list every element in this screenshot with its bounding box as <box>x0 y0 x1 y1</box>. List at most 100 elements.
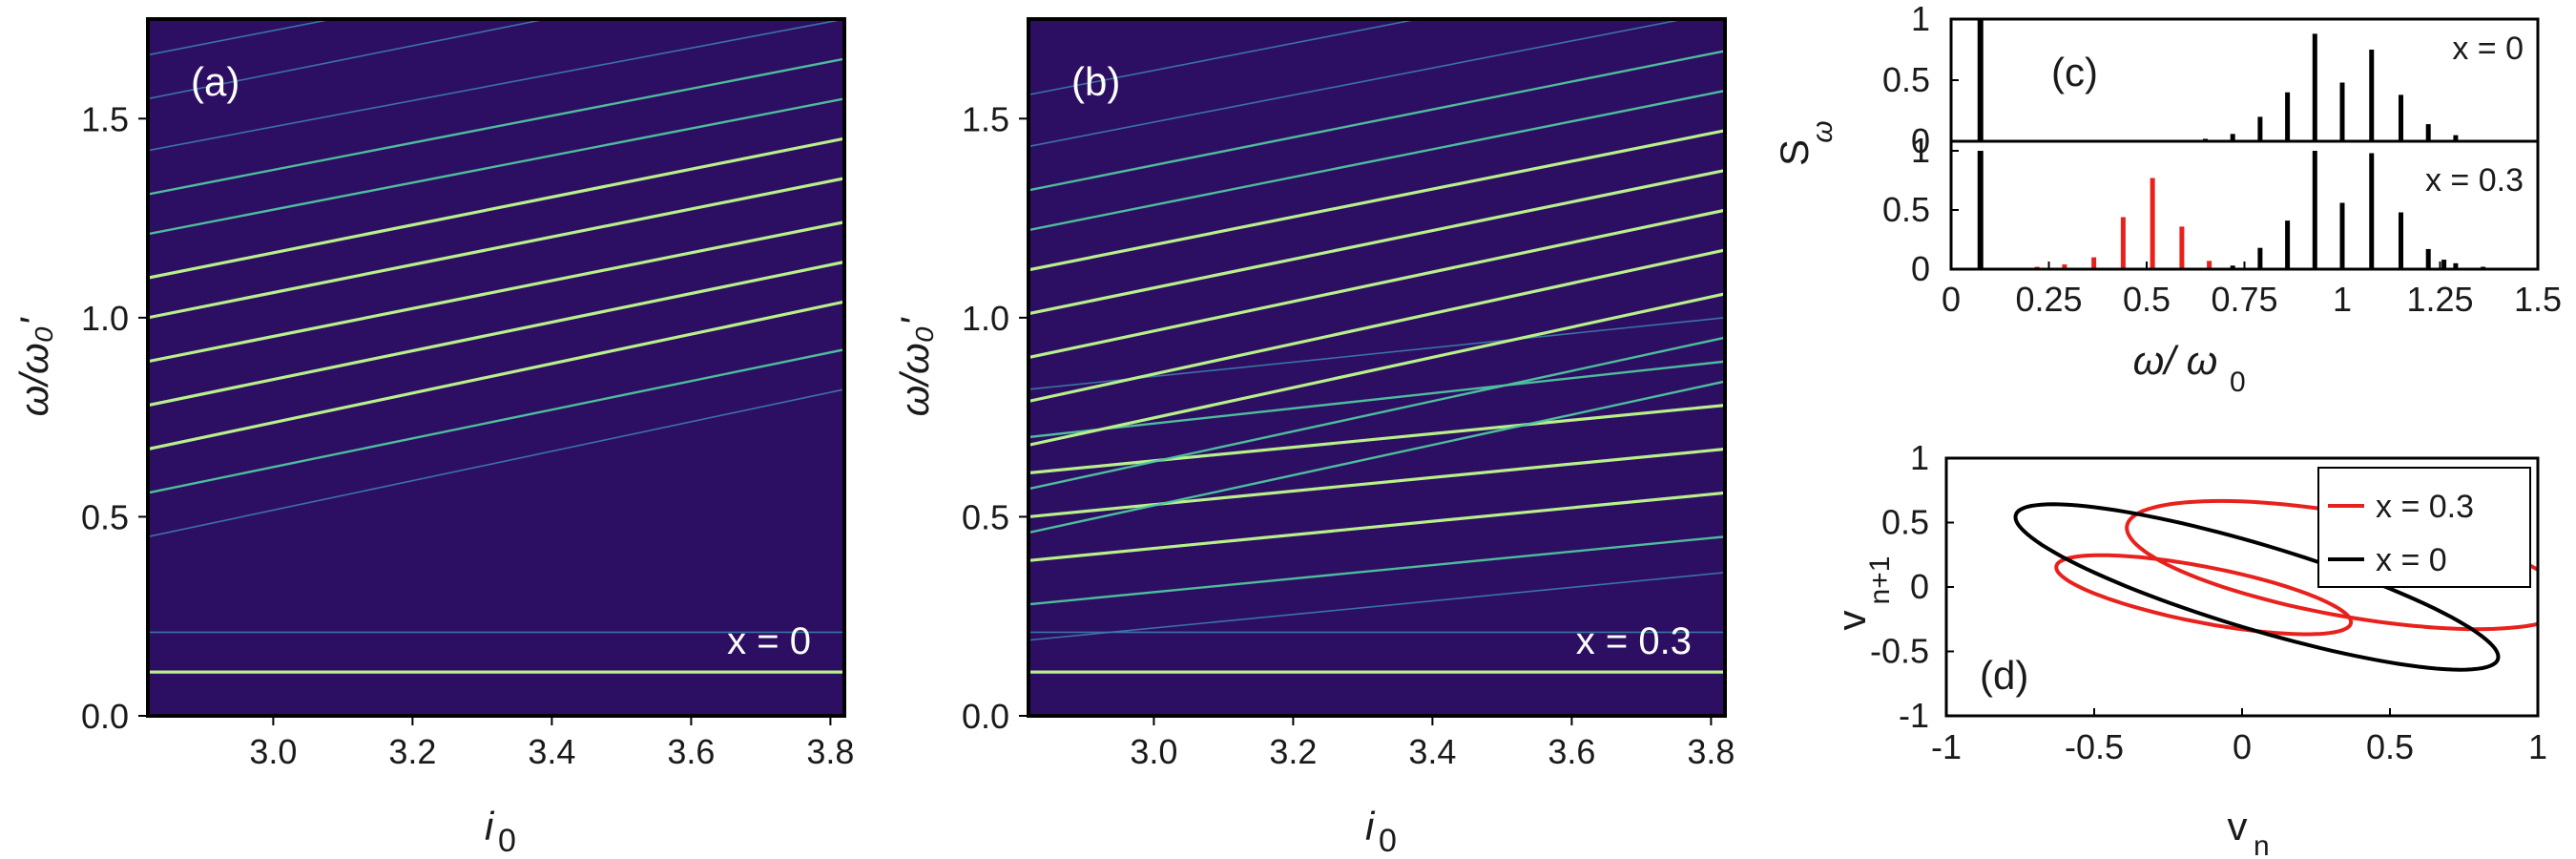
spectrum-subplot: 1 0.5 0 x = 0 <box>1882 0 2524 160</box>
heatmap-background <box>148 19 844 716</box>
x-tick-label: 3.2 <box>1269 732 1317 771</box>
y-tick-label: 1 <box>1911 0 1930 38</box>
spectral-line <box>1028 292 1725 447</box>
legend-label: x = 0.3 <box>2376 489 2474 525</box>
spectral-lines <box>1028 19 1725 674</box>
spectral-line <box>1028 535 1725 606</box>
spectral-line <box>1028 89 1725 232</box>
spectral-line <box>1028 380 1725 534</box>
x-axis-label-subscript: 0 <box>2230 367 2246 398</box>
panel-label: (d) <box>1980 653 2028 698</box>
return-map-curve <box>2013 502 2501 672</box>
panel-label: (b) <box>1071 59 1120 104</box>
y-tick-label: 1.0 <box>81 299 129 338</box>
y-tick-label: 1.5 <box>962 99 1009 138</box>
x-tick-label: 1 <box>2333 280 2352 319</box>
x-tick-label: 3.8 <box>1687 732 1735 771</box>
panel-b-heatmap: 3.0 3.2 3.4 3.6 3.8 0.0 0.5 1.0 1.5 i 0 ω/ω₀' (b) x =… <box>892 17 1735 859</box>
annotation: x = 0.3 <box>2425 162 2524 199</box>
y-tick-label: -0.5 <box>1870 632 1929 671</box>
spectral-line <box>148 57 844 196</box>
y-axis-label-subscript: n+1 <box>1864 556 1896 605</box>
x-axis-label-subscript: 0 <box>1379 823 1397 859</box>
x-axis-label-subscript: 0 <box>498 823 516 859</box>
panel-a-heatmap: 3.0 3.2 3.4 3.6 3.8 0.0 0.5 1.0 1.5 i 0 ω/ω₀' (a) x =… <box>11 17 854 859</box>
x-tick-label: -0.5 <box>2065 727 2124 766</box>
spectral-line <box>148 19 551 100</box>
y-axis-label: ω/ω₀' <box>892 317 937 417</box>
spectral-line <box>148 177 844 320</box>
y-tick-label: 0 <box>1911 249 1930 288</box>
x-tick-label: -1 <box>1931 727 1962 766</box>
spectral-line <box>148 19 844 152</box>
x-tick-label: 1.25 <box>2406 280 2473 319</box>
y-tick-label: 0.5 <box>1882 60 1930 99</box>
annotation: x = 0 <box>727 620 811 662</box>
spectral-line <box>1028 360 1725 439</box>
y-tick-label: 0.5 <box>1881 503 1929 542</box>
spectral-line <box>1028 336 1725 491</box>
spectral-line <box>148 19 337 56</box>
spectral-lines <box>148 19 844 674</box>
spectral-line <box>148 220 844 364</box>
y-tick-label: 1.5 <box>81 99 129 138</box>
legend-box <box>2317 467 2531 588</box>
spectral-line <box>1028 129 1725 272</box>
y-axis-label: ω/ω₀' <box>11 317 56 417</box>
x-axis-label-subscript: n <box>2254 830 2270 859</box>
spectral-line <box>1028 19 1689 148</box>
x-axis-label: v <box>2228 804 2248 849</box>
spectrum-subplot: 1 0.5 0 x = 0.3 <box>1882 131 2524 288</box>
y-tick-label: 0.0 <box>962 697 1009 736</box>
y-axis-label: S <box>1772 139 1817 166</box>
annotation: x = 0.3 <box>1576 620 1692 662</box>
plot-frame <box>1949 17 2540 271</box>
y-axis-label-subscript: ω <box>1807 120 1839 142</box>
spectral-line <box>1028 168 1725 316</box>
x-tick-label: 0.25 <box>2015 280 2082 319</box>
x-tick-label: 3.4 <box>528 732 575 771</box>
y-tick-label: 1 <box>1911 131 1930 170</box>
x-tick-label: 3.4 <box>1408 732 1456 771</box>
x-tick-label: 0.5 <box>2366 727 2414 766</box>
x-tick-label: 3.8 <box>806 732 854 771</box>
spectral-line <box>1028 447 1725 519</box>
panel-label: (a) <box>191 59 239 104</box>
legend-label: x = 0 <box>2376 542 2447 578</box>
x-tick-label: 3.0 <box>1130 732 1177 771</box>
x-tick-label: 0 <box>1942 280 1961 319</box>
x-axis-label: i <box>1365 804 1376 849</box>
y-tick-label: 0.5 <box>1882 190 1930 229</box>
x-tick-label: 3.6 <box>667 732 715 771</box>
spectral-line <box>148 97 844 236</box>
spectral-line <box>1028 50 1725 192</box>
spectral-line <box>148 260 844 408</box>
y-tick-label: 0.0 <box>81 697 129 736</box>
y-axis-label: v <box>1829 611 1874 631</box>
plot-frame <box>1027 17 1727 718</box>
spectral-line <box>1028 19 1423 96</box>
x-tick-label: 3.6 <box>1548 732 1595 771</box>
y-tick-label: 0 <box>1910 567 1929 606</box>
heatmap-background <box>1028 19 1725 716</box>
y-tick-label: -1 <box>1899 696 1929 735</box>
panel-label: (c) <box>2051 50 2098 94</box>
x-axis-label: i <box>485 804 495 849</box>
return-map-curve <box>2054 553 2354 637</box>
spectral-line <box>1028 248 1725 404</box>
spectral-line <box>148 348 844 494</box>
spectral-line <box>1028 208 1725 360</box>
x-tick-label: 1 <box>2528 727 2547 766</box>
x-tick-label: 3.0 <box>249 732 297 771</box>
spectral-line <box>148 300 844 451</box>
x-tick-label: 0.75 <box>2211 280 2277 319</box>
x-tick-label: 3.2 <box>388 732 436 771</box>
spectral-line <box>1028 404 1725 475</box>
spectral-line <box>1028 491 1725 562</box>
spectral-line <box>1028 572 1725 641</box>
spectral-line <box>148 388 844 538</box>
plot-frame <box>146 17 846 718</box>
x-tick-label: 1.5 <box>2514 280 2562 319</box>
spectral-line <box>148 136 844 280</box>
